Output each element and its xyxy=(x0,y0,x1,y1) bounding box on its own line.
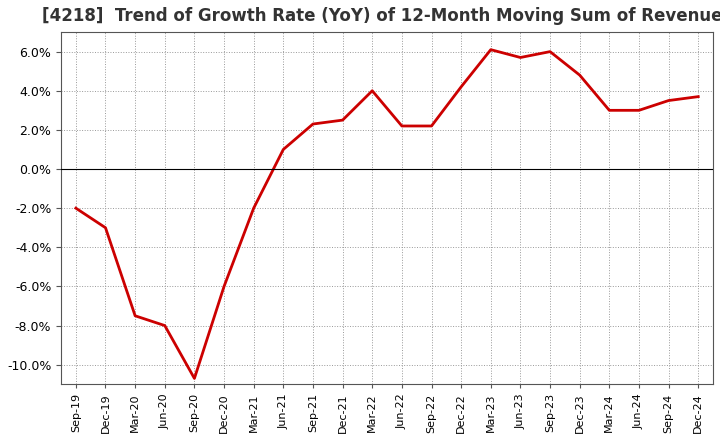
Title: [4218]  Trend of Growth Rate (YoY) of 12-Month Moving Sum of Revenues: [4218] Trend of Growth Rate (YoY) of 12-… xyxy=(42,7,720,25)
